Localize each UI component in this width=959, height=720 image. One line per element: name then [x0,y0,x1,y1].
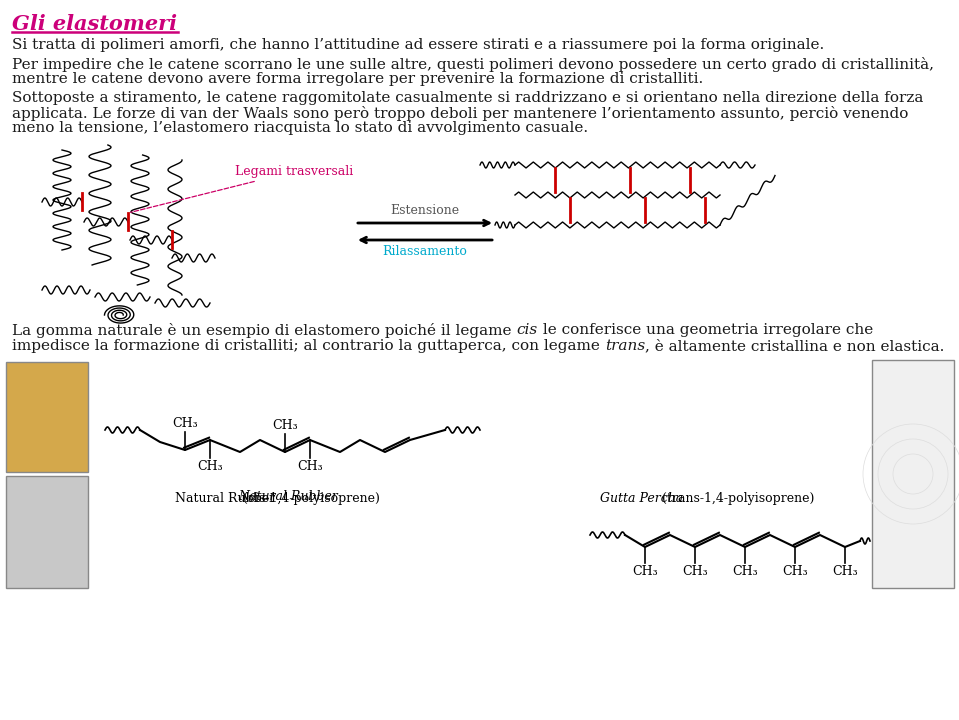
Text: CH₃: CH₃ [297,460,323,473]
Text: , è altamente cristallina e non elastica.: , è altamente cristallina e non elastica… [645,339,945,353]
Text: CH₃: CH₃ [173,417,198,430]
Text: Gutta Percha: Gutta Percha [600,492,688,505]
Text: Si tratta di polimeri amorfi, che hanno l’attitudine ad essere stirati e a riass: Si tratta di polimeri amorfi, che hanno … [12,38,824,52]
Text: Natural Rubber: Natural Rubber [238,490,341,503]
Bar [6,362,88,472]
Text: CH₃: CH₃ [832,565,857,578]
Text: applicata. Le forze di van der Waals sono però troppo deboli per mantenere l’ori: applicata. Le forze di van der Waals son… [12,106,908,121]
Text: CH₃: CH₃ [783,565,807,578]
Text: Legami trasversali: Legami trasversali [130,165,353,212]
Text: trans: trans [605,339,645,353]
Text: mentre le catene devono avere forma irregolare per prevenire la formazione di cr: mentre le catene devono avere forma irre… [12,72,703,86]
Text: Per impedire che le catene scorrano le une sulle altre, questi polimeri devono p: Per impedire che le catene scorrano le u… [12,57,934,72]
Text: CH₃: CH₃ [732,565,758,578]
Text: La gomma naturale è un esempio di elastomero poiché il legame: La gomma naturale è un esempio di elasto… [12,323,516,338]
Text: Sottoposte a stiramento, le catene raggomitolate casualmente si raddrizzano e si: Sottoposte a stiramento, le catene raggo… [12,91,924,105]
Text: (cis-1,4-polyisoprene): (cis-1,4-polyisoprene) [243,492,380,505]
Bar [872,360,954,588]
Text: (trans-1,4-polyisoprene): (trans-1,4-polyisoprene) [663,492,815,505]
Text: Rilassamento: Rilassamento [383,245,467,258]
Text: Gli elastomeri: Gli elastomeri [12,14,177,34]
Text: le conferisce una geometria irregolare che: le conferisce una geometria irregolare c… [538,323,873,337]
Text: CH₃: CH₃ [272,419,298,432]
Text: Estensione: Estensione [390,204,459,217]
Text: impedisce la formazione di cristalliti; al contrario la guttaperca, con legame: impedisce la formazione di cristalliti; … [12,339,605,353]
Text: CH₃: CH₃ [198,460,222,473]
Text: Natural Rubber: Natural Rubber [175,492,279,505]
Text: meno la tensione, l’elastomero riacquista lo stato di avvolgimento casuale.: meno la tensione, l’elastomero riacquist… [12,121,588,135]
Bar [6,476,88,588]
Text: CH₃: CH₃ [632,565,658,578]
Text: cis: cis [516,323,538,337]
Text: CH₃: CH₃ [682,565,708,578]
